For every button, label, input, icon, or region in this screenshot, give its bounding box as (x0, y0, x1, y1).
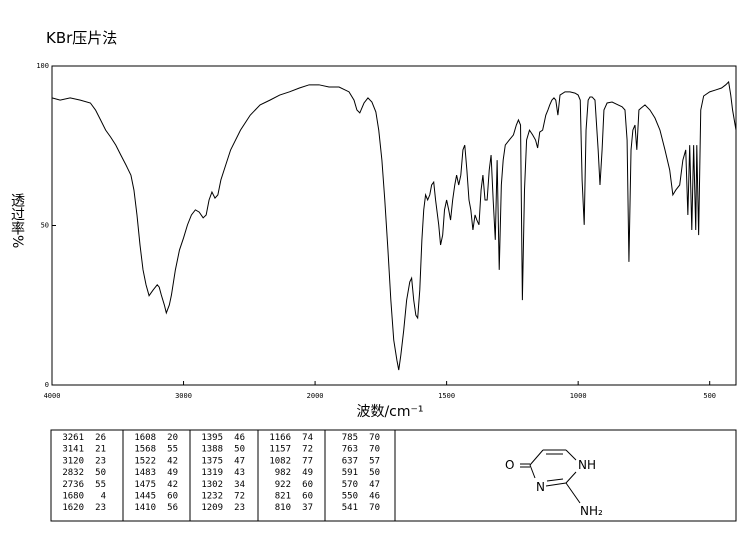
peak-wavenumber: 1082 (269, 456, 291, 466)
atom-label: NH₂ (580, 504, 603, 518)
peak-wavenumber: 982 (275, 468, 291, 478)
peak-transmittance: 49 (167, 468, 178, 478)
peak-wavenumber: 1319 (201, 468, 223, 478)
peak-wavenumber: 1209 (201, 503, 223, 513)
peak-wavenumber: 785 (342, 433, 358, 443)
peak-wavenumber: 3261 (62, 433, 84, 443)
x-tick-label: 500 (703, 392, 716, 400)
y-tick-label: 100 (36, 62, 49, 70)
peak-transmittance: 72 (302, 445, 313, 455)
atom-label: O (505, 458, 514, 472)
peak-transmittance: 70 (369, 503, 380, 513)
peak-transmittance: 34 (234, 480, 245, 490)
peak-transmittance: 23 (95, 456, 106, 466)
peak-wavenumber: 550 (342, 492, 358, 502)
peak-transmittance: 50 (369, 468, 380, 478)
peak-wavenumber: 2736 (62, 480, 84, 490)
peak-transmittance: 56 (167, 503, 178, 513)
peak-wavenumber: 1680 (62, 492, 84, 502)
peak-transmittance: 55 (167, 445, 178, 455)
x-tick-label: 1000 (570, 392, 587, 400)
peak-wavenumber: 2832 (62, 468, 84, 478)
peak-transmittance: 23 (234, 503, 245, 513)
peak-wavenumber: 3141 (62, 445, 84, 455)
peak-transmittance: 72 (234, 492, 245, 502)
peak-wavenumber: 1483 (134, 468, 156, 478)
peak-wavenumber: 1166 (269, 433, 291, 443)
peak-wavenumber: 591 (342, 468, 358, 478)
peak-transmittance: 47 (369, 480, 380, 490)
peak-transmittance: 74 (302, 433, 313, 443)
peak-transmittance: 47 (234, 456, 245, 466)
peak-transmittance: 26 (95, 433, 106, 443)
peak-wavenumber: 1302 (201, 480, 223, 490)
peak-transmittance: 60 (302, 492, 313, 502)
peak-wavenumber: 3120 (62, 456, 84, 466)
peak-transmittance: 70 (369, 445, 380, 455)
peak-transmittance: 77 (302, 456, 313, 466)
peak-wavenumber: 763 (342, 445, 358, 455)
peak-wavenumber: 541 (342, 503, 358, 513)
peak-wavenumber: 821 (275, 492, 291, 502)
peak-wavenumber: 1375 (201, 456, 223, 466)
x-tick-label: 1500 (438, 392, 455, 400)
peak-transmittance: 23 (95, 503, 106, 513)
peak-transmittance: 50 (95, 468, 106, 478)
peak-transmittance: 21 (95, 445, 106, 455)
peak-transmittance: 43 (234, 468, 245, 478)
peak-table-frame (50, 429, 737, 522)
peak-transmittance: 49 (302, 468, 313, 478)
peak-transmittance: 60 (167, 492, 178, 502)
peak-wavenumber: 570 (342, 480, 358, 490)
peak-wavenumber: 1568 (134, 445, 156, 455)
structure-bonds (520, 449, 581, 504)
x-axis-label: 波数/cm⁻¹ (356, 404, 423, 420)
peak-transmittance: 42 (167, 456, 178, 466)
peak-transmittance: 70 (369, 433, 380, 443)
atom-label: N (536, 480, 545, 494)
spectrum-line (51, 80, 737, 371)
peak-wavenumber: 1157 (269, 445, 291, 455)
atom-label: NH (578, 458, 596, 472)
peak-wavenumber: 1395 (201, 433, 223, 443)
peak-transmittance: 57 (369, 456, 380, 466)
x-tick-label: 2000 (307, 392, 324, 400)
peak-transmittance: 42 (167, 480, 178, 490)
x-tick-label: 3000 (175, 392, 192, 400)
peak-wavenumber: 1608 (134, 433, 156, 443)
peak-wavenumber: 1388 (201, 445, 223, 455)
peak-wavenumber: 1410 (134, 503, 156, 513)
peak-wavenumber: 1445 (134, 492, 156, 502)
peak-wavenumber: 1522 (134, 456, 156, 466)
peak-transmittance: 37 (302, 503, 313, 513)
x-tick-label: 4000 (44, 392, 61, 400)
peak-wavenumber: 810 (275, 503, 291, 513)
peak-wavenumber: 1475 (134, 480, 156, 490)
peak-wavenumber: 1620 (62, 503, 84, 513)
peak-transmittance: 4 (101, 492, 106, 502)
peak-transmittance: 55 (95, 480, 106, 490)
peak-wavenumber: 637 (342, 456, 358, 466)
peak-transmittance: 50 (234, 445, 245, 455)
peak-transmittance: 46 (234, 433, 245, 443)
y-tick-label: 50 (41, 222, 49, 230)
y-tick-label: 0 (45, 381, 49, 389)
peak-transmittance: 20 (167, 433, 178, 443)
chart-title: KBr压片法 (46, 29, 117, 47)
peak-wavenumber: 922 (275, 480, 291, 490)
y-axis-label: 透过率% (9, 193, 25, 248)
peak-transmittance: 60 (302, 480, 313, 490)
peak-transmittance: 46 (369, 492, 380, 502)
peak-wavenumber: 1232 (201, 492, 223, 502)
